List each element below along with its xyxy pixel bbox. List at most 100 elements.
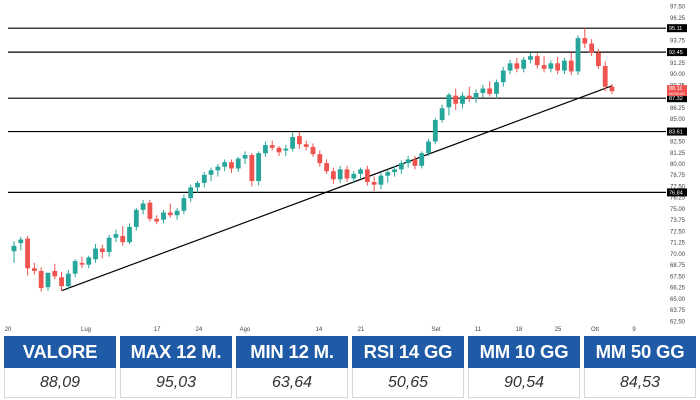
y-tick-label: 85.00: [670, 117, 686, 123]
candle-body: [364, 169, 370, 182]
candle: [575, 35, 581, 76]
candle: [154, 215, 160, 225]
candle-body: [25, 238, 30, 269]
candle-body: [473, 92, 479, 99]
candle-body: [229, 162, 234, 169]
candle: [500, 66, 506, 87]
candle-body: [18, 239, 24, 244]
y-tick-label: 82.50: [670, 140, 686, 146]
stats-header-row: VALORE MAX 12 M. MIN 12 M. RSI 14 GG MM …: [4, 336, 696, 368]
candle-body: [215, 166, 221, 171]
candle: [181, 194, 187, 215]
candle: [290, 132, 296, 152]
candle-body: [303, 144, 309, 147]
y-tick-label: 73.75: [670, 218, 686, 224]
candle-body: [147, 202, 153, 219]
x-tick-label: 18: [516, 327, 523, 333]
y-tick-label: 72.50: [670, 229, 686, 235]
y-tick-label: 70.00: [670, 252, 686, 258]
stat-value-valore: 88,09: [4, 368, 116, 398]
candle: [507, 59, 513, 75]
candle-body: [548, 63, 554, 69]
candle-body: [555, 63, 561, 71]
candle-body: [541, 65, 547, 69]
candle: [337, 165, 343, 183]
candle-body: [72, 261, 78, 274]
stats-value-row: 88,09 95,03 63,64 50,65 90,54 84,53: [4, 368, 696, 398]
candle-body: [208, 170, 214, 175]
candle: [256, 151, 262, 186]
stat-value-rsi: 50,65: [352, 368, 464, 398]
candle: [147, 199, 153, 222]
candle-body: [589, 43, 595, 53]
candle-body: [392, 169, 397, 173]
candle-body: [439, 108, 445, 120]
candle-body: [249, 155, 255, 182]
level-label: 83.61: [669, 130, 683, 136]
candle: [562, 57, 567, 75]
candle-body: [263, 145, 268, 154]
level-label: 76.84: [669, 190, 683, 196]
candle: [72, 259, 78, 278]
candle-body: [242, 155, 248, 159]
candle-body: [256, 153, 262, 182]
candle: [208, 167, 214, 182]
candle: [473, 89, 479, 103]
candle: [93, 244, 98, 263]
candle-body: [235, 158, 241, 169]
candle-body: [31, 268, 37, 271]
x-tick-label: 21: [358, 327, 365, 333]
candle: [371, 176, 377, 191]
y-tick-label: 91.25: [670, 61, 686, 67]
candle: [405, 155, 411, 168]
candle: [249, 153, 255, 187]
candle: [174, 208, 180, 220]
candle-body: [507, 63, 513, 71]
candle-body: [106, 237, 112, 253]
x-tick-label: 24: [196, 327, 203, 333]
candle: [65, 270, 71, 290]
candle-body: [609, 86, 615, 92]
candle-body: [596, 52, 601, 67]
level-label-bg: [667, 188, 687, 197]
y-tick-label: 81.25: [670, 151, 686, 157]
candle-body: [480, 88, 486, 93]
candle-body: [324, 163, 329, 172]
candle: [242, 151, 248, 164]
stat-value-max: 95,03: [120, 368, 232, 398]
candle: [534, 53, 540, 69]
candle: [582, 28, 588, 49]
candle-body: [140, 203, 146, 210]
candle-body: [188, 187, 194, 199]
candle-body: [310, 146, 316, 155]
candle-body: [133, 209, 139, 227]
candle-body: [11, 245, 17, 252]
x-tick-label: 11: [475, 327, 482, 333]
candle-body: [113, 234, 119, 238]
candle: [568, 52, 574, 76]
candle: [351, 171, 357, 183]
candle-body: [59, 277, 64, 287]
x-tick-label: 17: [154, 327, 161, 333]
y-tick-label: 90.00: [670, 72, 686, 78]
x-tick-label: 20: [5, 327, 12, 333]
candle: [589, 39, 595, 57]
candle: [45, 272, 51, 291]
candle-body: [351, 173, 357, 179]
candle: [494, 79, 499, 99]
candle-body: [419, 153, 425, 166]
candle: [113, 229, 119, 243]
candle-body: [602, 66, 608, 87]
candle: [99, 244, 105, 259]
candle: [31, 262, 37, 275]
y-tick-label: 76.25: [670, 196, 686, 202]
candle-body: [297, 136, 302, 145]
candle: [133, 208, 139, 231]
x-tick-label: Ago: [240, 327, 251, 333]
candle: [201, 172, 207, 188]
candle: [324, 159, 329, 174]
stat-header-mm10: MM 10 GG: [468, 336, 580, 368]
x-tick-label: 9: [632, 327, 636, 333]
candle: [602, 61, 608, 92]
